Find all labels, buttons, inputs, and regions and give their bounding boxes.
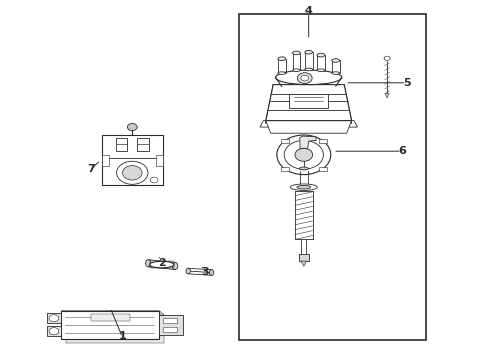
Ellipse shape [210,270,214,275]
Polygon shape [47,313,61,323]
Polygon shape [301,261,307,266]
Circle shape [49,315,59,322]
Text: 2: 2 [158,258,166,268]
Ellipse shape [297,185,311,189]
Bar [299,254,309,261]
Circle shape [277,135,331,175]
Ellipse shape [317,53,325,57]
Text: 6: 6 [398,146,406,156]
Bar [163,318,177,323]
Ellipse shape [305,50,313,54]
Bar [102,155,109,166]
Bar [319,139,327,143]
Bar [116,138,127,151]
Text: 1: 1 [119,330,126,341]
Circle shape [301,75,309,81]
Bar [319,167,327,171]
Polygon shape [260,121,275,127]
Bar [91,314,130,321]
Bar [156,155,163,166]
Circle shape [384,56,390,60]
Circle shape [127,123,137,131]
Polygon shape [266,85,273,123]
Circle shape [150,177,158,183]
Ellipse shape [384,57,390,59]
Ellipse shape [278,72,286,74]
Polygon shape [266,85,352,121]
Ellipse shape [299,167,308,170]
Polygon shape [61,311,164,315]
Ellipse shape [149,261,174,268]
Polygon shape [385,94,389,98]
Ellipse shape [317,69,325,71]
Ellipse shape [293,51,300,55]
Circle shape [284,140,323,169]
Ellipse shape [278,57,286,60]
Bar [281,167,289,171]
Circle shape [295,148,313,161]
Bar [163,327,177,332]
Circle shape [117,161,148,184]
Ellipse shape [332,59,340,62]
Ellipse shape [275,70,342,85]
Ellipse shape [172,262,178,270]
Polygon shape [66,315,164,343]
Polygon shape [342,121,358,127]
Circle shape [297,73,312,84]
Bar [281,139,289,143]
Bar [289,94,328,108]
Bar [61,311,159,339]
Bar [137,138,149,151]
Text: 4: 4 [305,6,313,16]
Bar [102,135,163,185]
Text: 3: 3 [201,267,209,277]
Polygon shape [300,136,316,148]
Circle shape [122,166,142,180]
Ellipse shape [293,69,300,71]
Polygon shape [47,326,61,336]
Ellipse shape [305,68,313,71]
Ellipse shape [290,184,318,190]
Polygon shape [266,121,352,133]
Text: 5: 5 [403,78,411,88]
Ellipse shape [146,260,151,267]
Polygon shape [344,85,352,123]
Ellipse shape [332,72,340,74]
Text: 7: 7 [87,164,95,174]
Bar [239,14,426,340]
Polygon shape [159,315,183,335]
Ellipse shape [186,268,190,274]
Bar [149,261,174,268]
Circle shape [49,328,59,335]
